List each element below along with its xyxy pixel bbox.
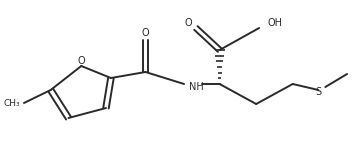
Text: O: O bbox=[184, 18, 192, 28]
Text: NH: NH bbox=[189, 82, 204, 92]
Text: O: O bbox=[142, 28, 149, 38]
Text: O: O bbox=[77, 56, 85, 66]
Text: OH: OH bbox=[267, 18, 282, 28]
Text: S: S bbox=[315, 87, 321, 97]
Text: CH₃: CH₃ bbox=[4, 100, 20, 108]
